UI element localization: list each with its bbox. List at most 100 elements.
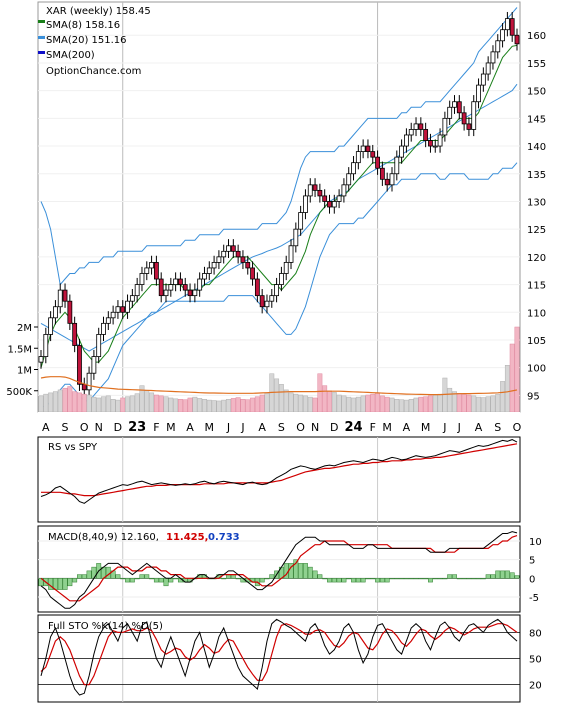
price-tick-label: 110 xyxy=(527,308,546,319)
candle-up xyxy=(442,117,448,136)
volume-bar xyxy=(317,373,323,413)
macd-panel: 10 5 0 -5 xyxy=(37,525,542,613)
volume-bar xyxy=(72,391,78,413)
time-axis-label: A xyxy=(258,421,266,434)
macd-histogram-bar xyxy=(312,570,318,579)
macd-histogram-bar xyxy=(72,578,78,583)
volume-bar xyxy=(115,399,121,413)
candle-up xyxy=(57,289,63,308)
time-axis-label: S xyxy=(494,421,501,434)
macd-histogram-bar xyxy=(163,578,169,587)
sto-tick-label: 80 xyxy=(529,628,542,639)
sto-tick-label: 20 xyxy=(529,681,542,692)
sma20-line xyxy=(40,83,518,352)
legend-swatch-sma200 xyxy=(38,51,45,54)
volume-bar xyxy=(447,387,453,413)
price-tick-label: 125 xyxy=(527,225,546,236)
volume-bar xyxy=(105,395,111,413)
macd-histogram-bar xyxy=(317,574,323,579)
time-axis-label: O xyxy=(296,421,305,434)
volume-bar xyxy=(509,343,515,413)
candle-up xyxy=(480,73,486,86)
volume-bar xyxy=(81,393,87,413)
candle-down xyxy=(72,322,78,346)
volume-bar xyxy=(331,392,337,413)
sto-d-line xyxy=(40,623,518,686)
candle-down xyxy=(235,250,241,258)
time-axis-label: J xyxy=(442,421,446,434)
candle-down xyxy=(322,195,328,202)
candle-up xyxy=(115,306,121,313)
volume-bar xyxy=(259,394,265,413)
volume-bar xyxy=(418,396,424,413)
macd-hist-value: 0.733 xyxy=(208,532,240,543)
candle-down xyxy=(240,256,246,263)
macd-histogram-bar xyxy=(466,578,472,580)
macd-histogram-bar xyxy=(67,578,73,587)
candle-up xyxy=(404,134,409,147)
candle-up xyxy=(206,267,212,274)
volume-bar xyxy=(211,400,217,413)
macd-histogram-bar xyxy=(423,578,429,580)
price-tick-label: 150 xyxy=(527,87,546,98)
candle-down xyxy=(120,306,126,313)
candle-up xyxy=(471,101,477,130)
time-axis-label: N xyxy=(95,421,103,434)
macd-histogram-bar xyxy=(62,578,68,590)
candle-down xyxy=(317,189,323,197)
macd-histogram-bar xyxy=(461,578,467,580)
candle-down xyxy=(250,267,255,280)
volume-bar xyxy=(461,393,467,413)
candle-up xyxy=(293,228,299,247)
macd-histogram-bar xyxy=(86,570,92,579)
volume-bar xyxy=(264,393,270,413)
volume-bar xyxy=(153,394,159,413)
time-axis-label: J xyxy=(457,421,461,434)
macd-histogram-bar xyxy=(452,574,457,579)
volume-bar xyxy=(278,384,284,413)
volume-bar xyxy=(312,397,318,413)
time-axis-band xyxy=(38,412,520,434)
volume-bar xyxy=(389,397,395,413)
volume-bar xyxy=(206,399,212,413)
time-axis-label: A xyxy=(42,421,50,434)
macd-histogram-bar xyxy=(480,578,486,580)
macd-histogram-bar xyxy=(375,578,381,583)
volume-bar xyxy=(216,400,222,413)
candle-up xyxy=(288,245,294,263)
candle-up xyxy=(399,145,405,158)
candle-up xyxy=(101,322,106,335)
volume-bar xyxy=(399,399,405,413)
macd-histogram-bar xyxy=(360,578,366,583)
time-axis-label: S xyxy=(62,421,69,434)
volume-bar xyxy=(423,396,429,413)
macd-tick-label: 5 xyxy=(529,556,535,567)
time-axis-label: M xyxy=(205,421,215,434)
rs-frame xyxy=(37,436,521,523)
rs-line xyxy=(40,439,518,504)
candle-down xyxy=(384,178,390,186)
candle-up xyxy=(476,84,481,103)
sto-k-line xyxy=(40,618,518,696)
rs-panel xyxy=(37,436,521,523)
time-axis-label: 23 xyxy=(128,420,146,435)
time-axis: A S O N D 23 F M A M J J A S O N D 24 F M A M J J A S O xyxy=(38,412,522,435)
volume-bar xyxy=(173,398,179,413)
candle-down xyxy=(77,345,82,385)
time-axis-label: A xyxy=(475,421,483,434)
candle-up xyxy=(134,284,140,297)
price-tick-label: 130 xyxy=(527,197,546,208)
bollinger-upper xyxy=(40,7,518,286)
volume-bar xyxy=(490,395,496,413)
volume-bar xyxy=(144,390,150,413)
candle-up xyxy=(413,123,419,130)
macd-histogram-bar xyxy=(153,578,159,583)
macd-tick-label: -5 xyxy=(529,593,539,604)
chart-title: XAR (weekly) 158.45 xyxy=(46,6,151,17)
watermark: OptionChance.com xyxy=(46,66,141,77)
macd-histogram-bar xyxy=(221,578,227,580)
volume-bar xyxy=(48,392,54,413)
macd-histogram-bar xyxy=(379,578,385,583)
volume-bar xyxy=(336,394,342,413)
